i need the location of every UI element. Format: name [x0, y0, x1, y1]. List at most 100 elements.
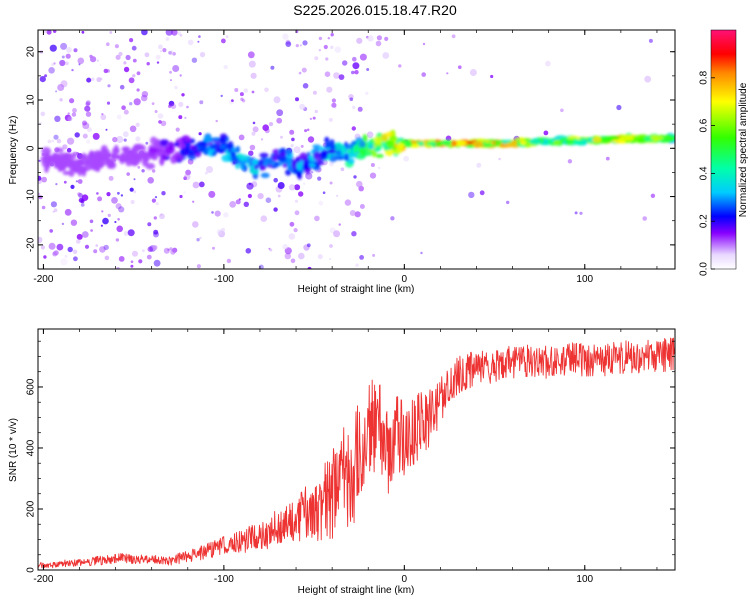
- noise-speck: [179, 74, 182, 77]
- noise-speck: [73, 256, 78, 262]
- noise-speck: [216, 229, 223, 235]
- noise-speck: [299, 44, 302, 47]
- noise-speck: [129, 125, 137, 133]
- noise-speck: [247, 51, 255, 59]
- snr-y-axis: 0 200 400 600: [26, 340, 675, 573]
- noise-speck: [90, 229, 93, 232]
- noise-speck: [39, 76, 46, 83]
- noise-speck: [107, 84, 111, 88]
- noise-speck: [268, 122, 274, 127]
- ridge-blob: [260, 172, 270, 178]
- noise-speck: [132, 74, 136, 78]
- noise-speck: [451, 34, 456, 39]
- noise-speck: [329, 181, 333, 185]
- noise-speck: [53, 134, 59, 140]
- noise-speck: [238, 198, 241, 201]
- ridge-blob: [83, 165, 92, 171]
- ridge-blob: [277, 155, 287, 162]
- ridge-blob: [70, 152, 77, 160]
- noise-speck: [153, 216, 157, 220]
- noise-speck: [174, 85, 178, 90]
- y-tick-label: 0: [26, 145, 37, 151]
- noise-speck: [130, 264, 134, 268]
- noise-speck: [323, 44, 328, 50]
- noise-speck: [76, 233, 83, 240]
- noise-speck: [214, 210, 221, 217]
- ridge-blob: [410, 143, 421, 148]
- noise-speck: [40, 245, 46, 250]
- noise-speck: [55, 183, 58, 186]
- noise-speck: [135, 136, 141, 142]
- ridge-blob: [285, 169, 292, 176]
- y-tick-label: 0: [26, 567, 37, 573]
- noise-speck: [91, 77, 95, 81]
- noise-speck: [136, 88, 140, 92]
- ridge-blob: [362, 134, 368, 143]
- noise-speck: [76, 239, 81, 244]
- noise-speck: [235, 199, 241, 205]
- ridge-blob: [309, 163, 316, 168]
- noise-speck: [41, 176, 47, 183]
- noise-speck: [38, 159, 41, 162]
- noise-speck: [114, 44, 119, 49]
- x-tick-label: -200: [33, 274, 53, 285]
- noise-speck: [352, 105, 356, 110]
- colorbar-tick-label: 0.8: [699, 70, 710, 84]
- colorbar: 0.0 0.2 0.4 0.6 0.8 Normalized spectral ampl…: [699, 29, 749, 276]
- noise-speck: [146, 254, 152, 260]
- noise-speck: [306, 243, 311, 248]
- ridge-blob: [221, 154, 232, 162]
- noise-speck: [59, 98, 63, 102]
- noise-speck: [86, 139, 91, 144]
- noise-speck: [165, 30, 173, 36]
- noise-speck: [154, 196, 158, 199]
- ridge-blob: [511, 139, 518, 145]
- ridge-blob: [368, 144, 375, 150]
- noise-speck: [168, 51, 172, 55]
- noise-speck: [153, 229, 159, 235]
- noise-speck: [178, 101, 184, 107]
- colorbar-ticks: 0.0 0.2 0.4 0.6 0.8: [699, 70, 715, 276]
- noise-speck: [199, 100, 204, 105]
- noise-speck: [147, 246, 154, 252]
- noise-speck: [133, 178, 136, 181]
- noise-speck: [317, 254, 323, 260]
- ridge-blob: [358, 147, 369, 152]
- noise-speck: [132, 58, 137, 63]
- noise-speck: [318, 200, 324, 206]
- noise-speck: [38, 236, 43, 244]
- noise-speck: [284, 252, 291, 260]
- ridge-blob: [650, 136, 664, 141]
- noise-speck: [382, 52, 390, 59]
- noise-speck: [318, 36, 323, 41]
- ridge-blob: [250, 165, 255, 170]
- noise-speck: [616, 104, 622, 111]
- noise-speck: [116, 135, 124, 144]
- noise-speck: [170, 249, 176, 255]
- noise-speck: [70, 219, 78, 226]
- snr-frame: [37, 328, 676, 571]
- noise-speck: [204, 171, 208, 175]
- ridge-blob: [106, 160, 113, 169]
- noise-speck: [359, 255, 364, 260]
- ridge-blob: [441, 139, 452, 146]
- noise-speck: [118, 206, 125, 213]
- y-tick-label: 600: [26, 378, 37, 395]
- colorbar-tick-label: 0.2: [699, 214, 710, 228]
- noise-speck: [46, 30, 52, 35]
- noise-speck: [352, 56, 357, 62]
- ridge-blob: [418, 141, 425, 146]
- noise-speck: [322, 191, 326, 194]
- noise-speck: [81, 30, 85, 34]
- ridge-blob: [43, 152, 51, 162]
- noise-speck: [152, 169, 156, 173]
- noise-speck: [605, 156, 610, 161]
- noise-speck: [96, 77, 102, 83]
- noise-speck: [181, 93, 185, 97]
- ridge-blob: [91, 155, 99, 161]
- noise-speck: [336, 194, 339, 197]
- noise-speck: [70, 184, 75, 189]
- noise-speck: [106, 69, 110, 73]
- ridge-blob: [235, 163, 240, 170]
